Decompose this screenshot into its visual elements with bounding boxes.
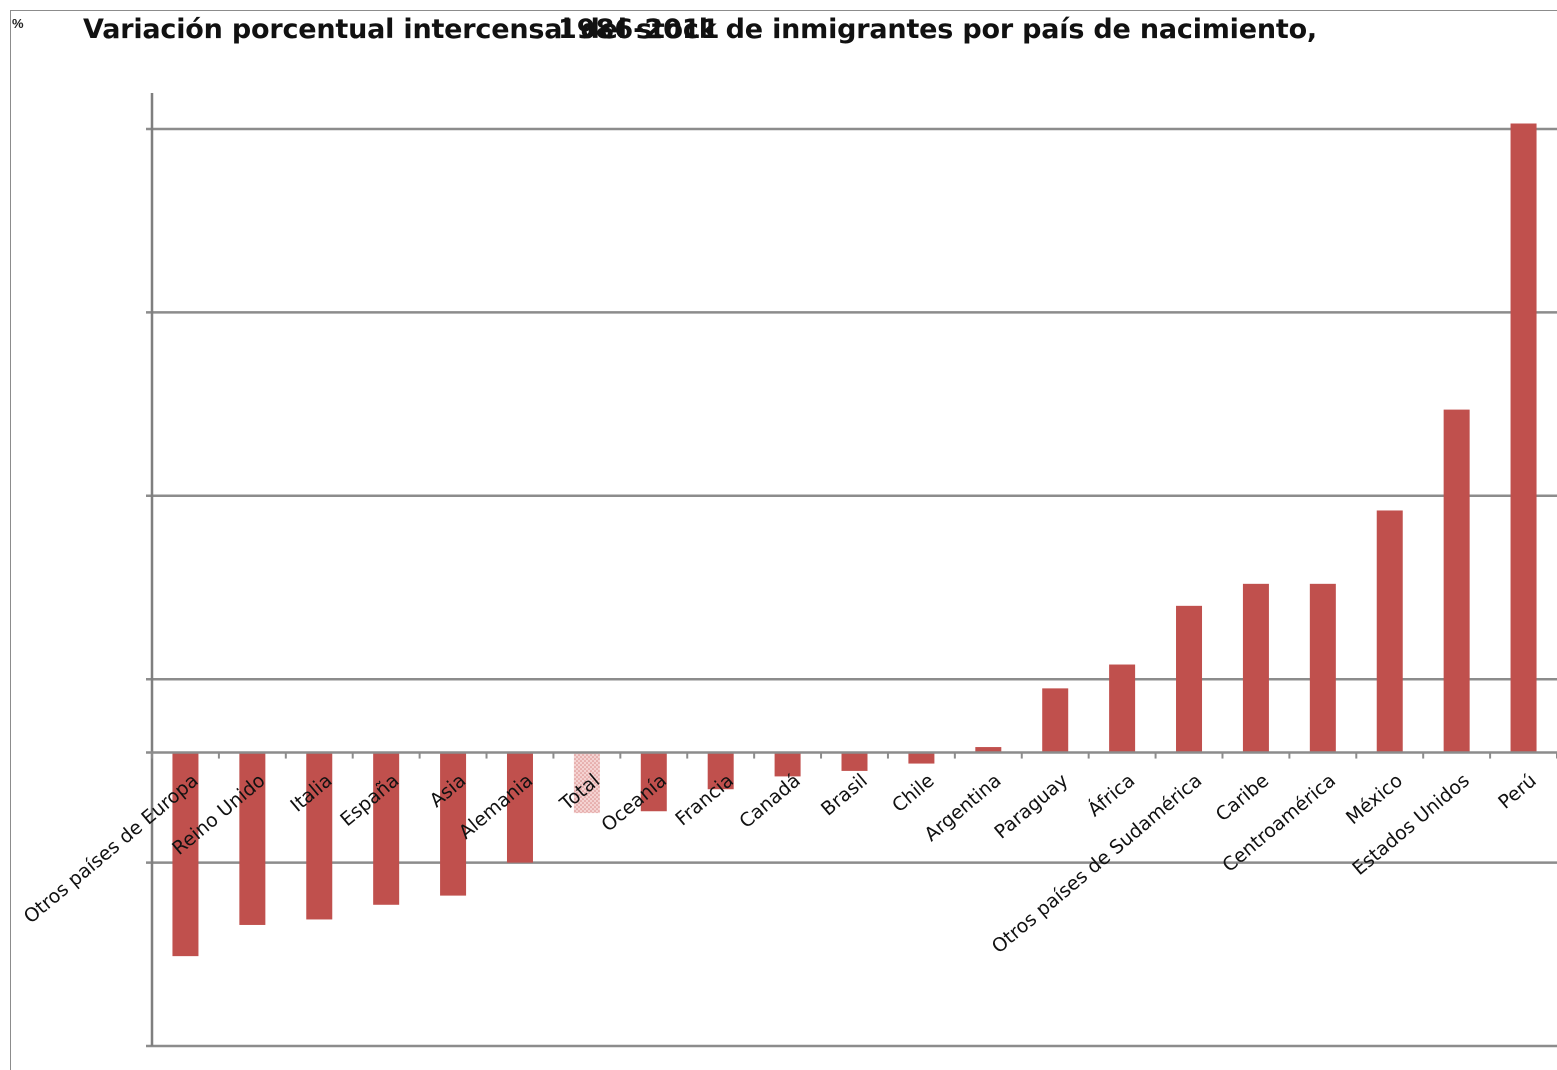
category-label: Canadá <box>735 770 805 833</box>
category-label: Centroamérica <box>1218 770 1340 877</box>
bar <box>1510 123 1537 753</box>
bar <box>707 752 734 790</box>
category-label: Caribe <box>1212 770 1273 827</box>
bar <box>1242 583 1269 753</box>
category-label: Paraguay <box>990 770 1072 844</box>
bar <box>440 752 467 896</box>
chart-frame <box>10 10 1557 1070</box>
bar <box>1109 664 1136 753</box>
bar <box>506 752 533 863</box>
category-label: Chile <box>888 770 939 817</box>
chart-title: Variación porcentual intercensal del sto… <box>83 14 1317 45</box>
bar <box>1176 605 1203 753</box>
gridlines <box>146 127 1557 1048</box>
bar <box>1376 510 1403 753</box>
bar <box>841 752 868 771</box>
chart-title-year: 1986-2011 <box>558 14 720 45</box>
category-label: Perú <box>1494 770 1541 814</box>
category-label: África <box>1083 769 1139 821</box>
category-label: México <box>1342 770 1407 829</box>
bar <box>239 752 266 925</box>
bar <box>975 747 1002 753</box>
bar <box>306 752 333 920</box>
category-label: Brasil <box>817 770 872 821</box>
bar <box>774 752 801 777</box>
bar <box>1443 409 1470 753</box>
bar <box>1309 583 1336 753</box>
axes <box>146 93 1557 1046</box>
bar <box>640 752 667 812</box>
bar <box>172 752 199 957</box>
bar <box>1042 688 1069 753</box>
category-label: Francia <box>671 770 738 831</box>
y-axis-corner-label: % <box>12 16 24 31</box>
bar <box>908 752 935 764</box>
bar-total <box>573 752 600 814</box>
bar <box>373 752 400 905</box>
bars <box>172 123 1537 957</box>
